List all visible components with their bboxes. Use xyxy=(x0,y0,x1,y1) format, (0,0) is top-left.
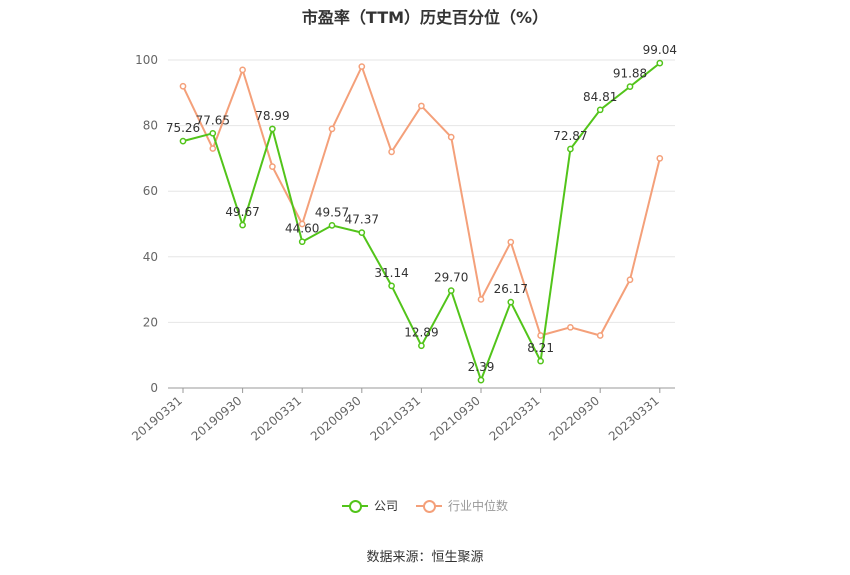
data-point xyxy=(239,66,246,74)
data-point xyxy=(656,59,664,67)
data-point xyxy=(358,229,366,236)
data-point xyxy=(418,342,425,350)
legend-company-swatch xyxy=(341,499,368,513)
data-point xyxy=(269,125,276,133)
data-label: 12.89 xyxy=(404,326,438,340)
data-label: 49.57 xyxy=(315,205,349,219)
data-point xyxy=(239,221,246,229)
x-tick-label: 20200930 xyxy=(308,394,364,444)
x-tick-label: 20210331 xyxy=(368,394,424,444)
data-label: 78.99 xyxy=(255,109,289,123)
data-label: 2.39 xyxy=(468,360,495,374)
data-point xyxy=(626,276,634,284)
data-point xyxy=(596,106,604,114)
data-point xyxy=(298,220,306,228)
y-tick-label: 40 xyxy=(143,250,158,264)
legend-industry-swatch xyxy=(416,499,442,513)
x-tick-label: 20200331 xyxy=(248,394,304,444)
data-label: 31.14 xyxy=(374,266,408,280)
data-label: 26.17 xyxy=(494,282,528,296)
data-point xyxy=(447,287,455,294)
x-tick-label: 20220930 xyxy=(546,394,602,444)
source-note: 数据来源：恒生聚源 xyxy=(366,550,484,565)
data-label: 91.88 xyxy=(613,67,647,81)
legend-item-company[interactable]: 公司 xyxy=(341,497,398,514)
data-label: 29.70 xyxy=(434,271,468,285)
data-point xyxy=(209,129,217,137)
data-point xyxy=(328,222,336,229)
data-point xyxy=(537,357,544,365)
data-point xyxy=(298,238,306,246)
data-label: 47.37 xyxy=(345,213,379,227)
data-point xyxy=(477,296,485,303)
legend-item-industry-median[interactable]: 行业中位数 xyxy=(416,497,508,514)
legend-industry-label: 行业中位数 xyxy=(448,499,509,513)
data-label: 72.87 xyxy=(553,129,587,143)
axes: 0 20 40 60 80 100 20190331 20190930 20200331 2020… xyxy=(129,53,675,444)
legend: 公司 行业中位数 xyxy=(0,497,850,514)
data-label: 84.81 xyxy=(583,90,617,104)
legend-company-label: 公司 xyxy=(373,499,398,513)
y-tick-label: 0 xyxy=(150,381,158,395)
y-tick-label: 20 xyxy=(143,315,158,329)
data-point xyxy=(507,298,515,306)
data-point xyxy=(358,63,366,70)
data-point xyxy=(567,323,574,331)
data-point xyxy=(179,82,187,90)
data-label: 49.67 xyxy=(225,205,259,219)
data-point xyxy=(269,163,276,170)
chart-title: 市盈率（TTM）历史百分位（%） xyxy=(301,8,549,27)
data-point xyxy=(626,83,634,90)
data-point xyxy=(477,376,485,384)
y-tick-label: 60 xyxy=(143,184,158,198)
grid-lines xyxy=(168,59,675,323)
x-tick-label: 20190930 xyxy=(189,394,245,444)
data-label: 99.04 xyxy=(643,43,677,57)
data-label: 8.21 xyxy=(527,341,554,355)
data-point xyxy=(209,145,217,152)
series-lines xyxy=(179,59,664,384)
x-tick-label: 20190331 xyxy=(129,394,185,444)
y-tick-label: 80 xyxy=(143,119,158,133)
x-tick-label: 20220331 xyxy=(487,394,543,444)
data-point xyxy=(567,145,574,153)
y-tick-label: 100 xyxy=(135,53,158,67)
data-point xyxy=(447,133,455,141)
data-label: 75.26 xyxy=(166,121,200,135)
data-point xyxy=(388,282,395,290)
data-point xyxy=(507,238,515,246)
data-point xyxy=(537,332,544,339)
data-label: 44.60 xyxy=(285,222,319,236)
data-point xyxy=(656,155,664,162)
data-point xyxy=(328,125,336,133)
data-label: 77.65 xyxy=(196,113,230,127)
x-tick-label: 20230331 xyxy=(606,394,662,444)
data-point xyxy=(388,148,395,156)
x-tick-label: 20210930 xyxy=(427,394,483,444)
data-point xyxy=(596,332,604,339)
data-point xyxy=(418,102,425,110)
data-point xyxy=(179,137,187,145)
